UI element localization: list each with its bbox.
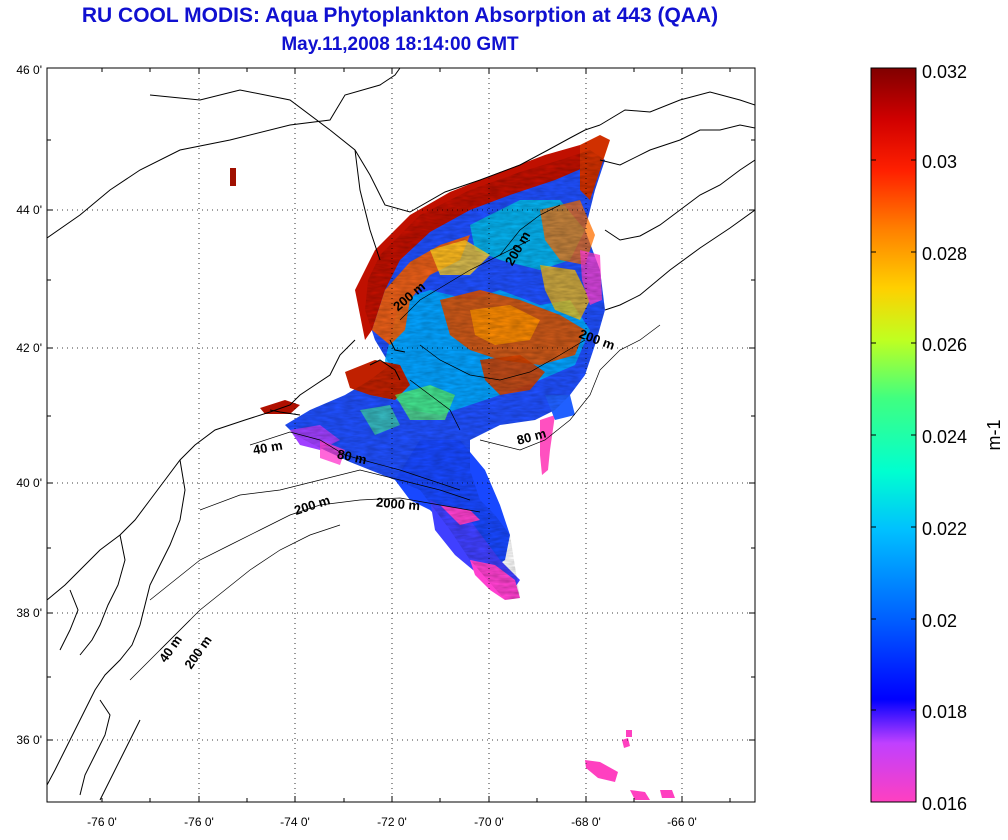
lat-tick-label: 46 0' (16, 63, 42, 77)
lat-tick-label: 40 0' (16, 476, 42, 490)
lat-axis: 46 0' 44 0' 42 0' 40 0' 38 0' 36 0' (16, 63, 42, 747)
colorbar-tick-label: 0.016 (922, 794, 967, 814)
lon-tick-label: -70 0' (474, 815, 504, 829)
colorbar-tick-label: 0.028 (922, 244, 967, 264)
colorbar-unit-label: m-1 (984, 420, 1004, 451)
colorbar-gradient (870, 67, 917, 803)
isobaths (129, 204, 661, 681)
absorption-field (230, 135, 675, 800)
lon-tick-label: -74 0' (280, 815, 310, 829)
colorbar-tick-label: 0.026 (922, 335, 967, 355)
map-content: 200 m 200 m 200 m 40 m 80 m 80 m 200 m 2… (47, 68, 755, 802)
graticule (47, 68, 755, 802)
map-title: RU COOL MODIS: Aqua Phytoplankton Absorp… (81, 4, 719, 27)
colorbar-tick-label: 0.022 (922, 519, 967, 539)
lon-tick-label: -76 0' (184, 815, 214, 829)
coastline (47, 68, 755, 801)
lat-tick-label: 36 0' (16, 733, 42, 747)
colorbar-tick-label: 0.018 (922, 702, 967, 722)
lat-tick-label: 44 0' (16, 203, 42, 217)
lon-axis: -76 0' -74 0' -72 0' -70 0' -68 0' -66 0… (87, 815, 697, 829)
lat-tick-label: 42 0' (16, 341, 42, 355)
isobath-label: 80 m (515, 426, 548, 448)
lon-tick-label: -76 0' (87, 815, 117, 829)
lon-tick-label: -66 0' (667, 815, 697, 829)
colorbar-tick-label: 0.03 (922, 152, 957, 172)
colorbar-tick-label: 0.02 (922, 611, 957, 631)
isobath-label: 2000 m (376, 495, 421, 514)
lon-tick-label: -68 0' (571, 815, 601, 829)
lat-tick-label: 38 0' (16, 606, 42, 620)
isobath-label: 40 m (252, 438, 284, 458)
map-subtitle: May.11,2008 18:14:00 GMT (281, 34, 519, 55)
frame-ticks (47, 68, 755, 802)
colorbar: 0.032 0.03 0.028 0.026 0.024 0.022 0.02 … (870, 62, 1004, 814)
isobath-label: 80 m (336, 446, 368, 467)
colorbar-tick-label: 0.024 (922, 427, 967, 447)
colorbar-tick-label: 0.032 (922, 62, 967, 82)
lon-tick-label: -72 0' (377, 815, 407, 829)
